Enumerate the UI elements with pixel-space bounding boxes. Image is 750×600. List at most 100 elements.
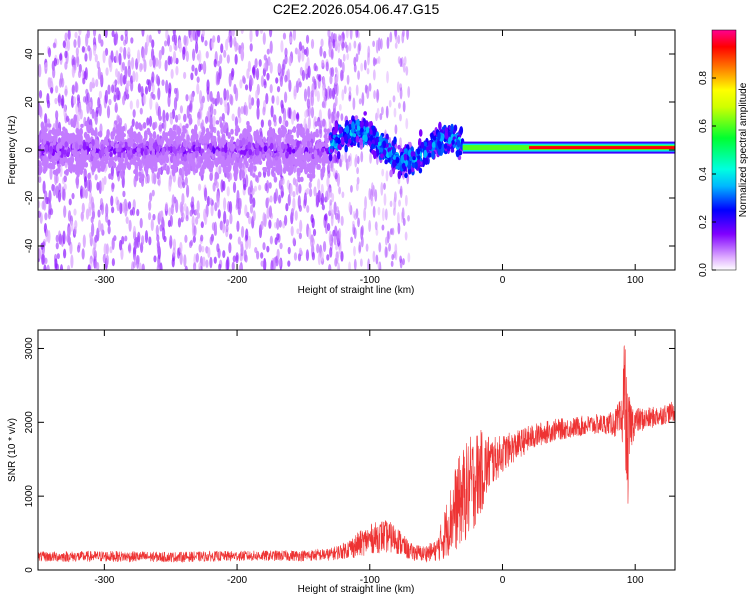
- spectrogram-noise-cell: [203, 187, 208, 201]
- spectrogram-noise-cell: [328, 87, 333, 99]
- spectrogram-noise-cell: [148, 34, 152, 43]
- spectrogram-cell: [343, 133, 348, 142]
- spectrogram-noise-cell: [348, 201, 352, 213]
- spectrogram-cell: [309, 173, 313, 183]
- spectrogram-cell: [304, 168, 308, 175]
- spectrogram-noise-cell: [246, 211, 250, 219]
- spectrogram-noise-cell: [135, 254, 140, 269]
- spectrogram-noise-cell: [226, 186, 230, 197]
- spectrogram-cell: [183, 113, 187, 123]
- spectrogram-cell: [284, 120, 289, 128]
- spectrogram-noise-cell: [63, 248, 67, 259]
- spectrogram-noise-cell: [254, 58, 258, 69]
- spectrogram-noise-cell: [225, 38, 229, 51]
- spectrogram-noise-cell: [404, 194, 408, 207]
- spectrogram-noise-cell: [141, 235, 145, 246]
- spectrogram-noise-cell: [398, 102, 401, 109]
- spectrogram-noise-cell: [78, 30, 82, 36]
- spectrogram-cell: [49, 146, 53, 152]
- spectrogram-cell: [453, 124, 458, 132]
- spectrogram-noise-cell: [348, 94, 352, 102]
- spectrogram-cell: [156, 171, 160, 180]
- spectrogram-noise-cell: [313, 78, 317, 85]
- spectrogram-noise-cell: [216, 195, 220, 208]
- spectrogram-noise-cell: [171, 257, 175, 268]
- spectrogram-noise-cell: [221, 112, 225, 122]
- spectrogram-noise-cell: [190, 92, 194, 103]
- spectrogram-noise-cell: [210, 233, 215, 242]
- spectrogram-noise-cell: [63, 104, 67, 119]
- spectrogram-noise-cell: [206, 195, 211, 207]
- spectrogram-noise-cell: [201, 245, 205, 253]
- spectrogram-noise-cell: [250, 77, 254, 87]
- snr-y-axis-label: SNR (10 * v/v): [7, 418, 18, 482]
- spectrogram-cell: [110, 135, 115, 140]
- spectrogram-noise-cell: [185, 215, 189, 222]
- spectrogram-noise-cell: [370, 194, 374, 207]
- spectrogram-cell: [351, 121, 355, 130]
- spectrogram-cell: [143, 130, 148, 139]
- spectrogram-noise-cell: [249, 30, 253, 43]
- spectrogram-noise-cell: [292, 30, 297, 41]
- spectrogram-noise-cell: [280, 184, 284, 199]
- spectrogram-noise-cell: [49, 208, 54, 216]
- spectrogram-noise-cell: [239, 79, 243, 89]
- spectrogram-noise-cell: [337, 262, 341, 270]
- spectrogram-cell: [151, 155, 156, 160]
- spectrogram-noise-cell: [228, 72, 232, 87]
- spectrogram-noise-cell: [298, 205, 302, 212]
- spectrogram-noise-cell: [311, 251, 316, 261]
- spectrogram-noise-cell: [198, 49, 202, 64]
- spectrogram-noise-cell: [287, 246, 291, 255]
- spectrogram-cell: [314, 157, 319, 166]
- spectrogram-noise-cell: [298, 232, 302, 240]
- spectrogram-noise-cell: [266, 72, 270, 80]
- spectrogram-noise-cell: [390, 260, 394, 267]
- spectrogram-heatmap: [38, 30, 675, 270]
- spectrogram-noise-cell: [130, 57, 135, 70]
- spectrogram-noise-cell: [124, 30, 128, 37]
- spectrogram-cell: [104, 137, 109, 145]
- spectrogram-cell: [164, 135, 169, 143]
- spectrogram-noise-cell: [303, 192, 307, 207]
- spectrogram-noise-cell: [75, 47, 79, 56]
- spectrogram-noise-cell: [290, 225, 294, 237]
- spectrogram-noise-cell: [68, 198, 72, 206]
- spectrogram-cell: [404, 173, 408, 179]
- spectrogram-cell: [52, 160, 57, 166]
- spectrogram-noise-cell: [364, 196, 367, 210]
- spectrogram-noise-cell: [251, 66, 256, 75]
- spectrogram-noise-cell: [219, 116, 223, 124]
- y-tick-label: -20: [24, 190, 35, 205]
- spectrogram-noise-cell: [121, 95, 126, 106]
- spectrogram-noise-cell: [397, 222, 401, 235]
- spectrogram-cell: [127, 162, 132, 171]
- spectrogram-noise-cell: [120, 34, 124, 41]
- spectrogram-noise-cell: [311, 82, 315, 94]
- spectrogram-noise-cell: [136, 208, 140, 217]
- spectrogram-cell: [360, 120, 364, 126]
- spectrogram-cell: [159, 140, 164, 146]
- spectrogram-noise-cell: [235, 42, 239, 51]
- spectrogram-noise-cell: [320, 193, 325, 206]
- spectrogram-noise-cell: [116, 199, 120, 212]
- spectrogram-noise-cell: [207, 246, 211, 259]
- spectrogram-noise-cell: [62, 188, 66, 201]
- spectrogram-noise-cell: [297, 252, 302, 262]
- spectrogram-noise-cell: [177, 113, 181, 121]
- spectrogram-noise-cell: [278, 258, 282, 267]
- spectrogram-noise-cell: [292, 191, 296, 198]
- spectrogram-cell: [142, 137, 147, 145]
- spectrogram-noise-cell: [375, 254, 379, 265]
- spectrogram-noise-cell: [127, 65, 131, 78]
- spectrogram-cell: [437, 131, 441, 141]
- spectrogram-cell: [239, 149, 244, 155]
- spectrogram-cell: [144, 148, 148, 156]
- spectrogram-noise-cell: [385, 105, 389, 119]
- spectrogram-noise-cell: [316, 243, 320, 254]
- spectrogram-noise-cell: [270, 105, 274, 118]
- spectrogram-cell: [337, 143, 342, 150]
- spectrogram-noise-cell: [135, 71, 139, 83]
- spectrogram-noise-cell: [98, 33, 102, 44]
- spectrogram-noise-cell: [229, 172, 233, 181]
